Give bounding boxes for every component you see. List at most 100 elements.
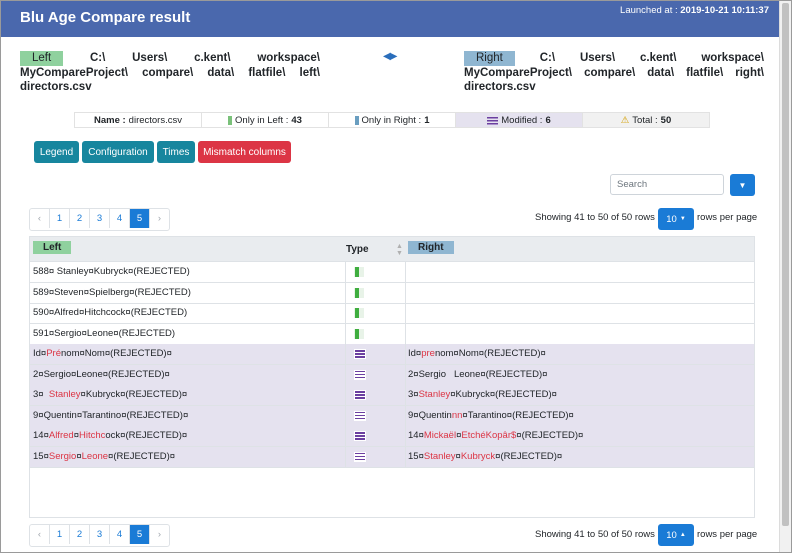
- cell-text: 3¤: [408, 389, 419, 400]
- diff-highlight: Stanley: [48, 389, 81, 400]
- table-row[interactable]: 3¤ Stanley¤Kubryck¤(REJECTED)¤ 3¤Stanley¤…: [30, 385, 754, 406]
- type-cell: [345, 262, 406, 282]
- summary-modified[interactable]: Modified : 6: [456, 113, 583, 127]
- rows-per-page-label-bottom: rows per page: [697, 529, 758, 540]
- page-button[interactable]: 4: [110, 209, 130, 228]
- page-button[interactable]: 1: [50, 525, 70, 544]
- only-right-value: 1: [424, 114, 430, 126]
- rows-per-page-select-bottom[interactable]: 10 ▲: [658, 524, 694, 546]
- right-cell: 14¤Mickaël¤EtchéKopâr$¤(REJECTED)¤: [408, 426, 583, 446]
- right-file-info: Right C:\ Users\ c.kent\ workspace\ MyCompa…: [464, 51, 764, 95]
- cell-text: ¤(REJECTED)¤: [516, 430, 584, 441]
- page-button[interactable]: 3: [90, 209, 110, 228]
- left-cell: 589¤Steven¤Spielberg¤(REJECTED): [33, 283, 191, 303]
- summary-only-right[interactable]: Only in Right : 1: [329, 113, 456, 127]
- summary-only-left[interactable]: Only in Left : 43: [202, 113, 329, 127]
- diff-navigation-arrows-icon[interactable]: ◀▶: [383, 51, 397, 62]
- only-left-icon: [354, 308, 364, 318]
- rows-per-page-value: 10: [666, 529, 677, 541]
- app-title: Blu Age Compare result: [20, 9, 191, 26]
- table-row[interactable]: 588¤ Stanley¤Kubryck¤(REJECTED): [30, 262, 754, 283]
- table-row[interactable]: 590¤Alfred¤Hitchcock¤(REJECTED): [30, 303, 754, 324]
- title-bar: Blu Age Compare result Launched at : 201…: [1, 1, 779, 37]
- right-path-line-1: Right C:\ Users\ c.kent\ workspace\: [464, 51, 764, 66]
- modified-icon: [354, 349, 366, 359]
- search-dropdown-button[interactable]: ▼: [730, 174, 755, 196]
- rows-per-page-value: 10: [666, 213, 677, 225]
- vertical-scrollbar[interactable]: [779, 1, 791, 552]
- cell-text: Id¤: [408, 348, 422, 359]
- page-next-button[interactable]: ›: [157, 213, 162, 224]
- times-button[interactable]: Times: [157, 141, 195, 163]
- page-button[interactable]: 5: [130, 209, 150, 228]
- type-cell: [345, 405, 406, 426]
- table-row[interactable]: 9¤Quentin¤Tarantino¤(REJECTED)¤ 9¤Quentin…: [30, 405, 754, 427]
- left-path-segment: workspace\: [257, 52, 320, 64]
- mismatch-columns-button[interactable]: Mismatch columns: [198, 141, 291, 163]
- configuration-button[interactable]: Configuration: [82, 141, 154, 163]
- modified-value: 6: [545, 114, 551, 126]
- table-row[interactable]: 14¤Alfred¤Hitchcock¤(REJECTED)¤ 14¤Mickaë…: [30, 426, 754, 447]
- page-next-button[interactable]: ›: [157, 529, 162, 540]
- header-right[interactable]: Right: [408, 241, 454, 254]
- launched-label: Launched at :: [620, 5, 681, 16]
- right-path-segment: compare\: [584, 66, 636, 79]
- table-row[interactable]: Id¤Prénom¤Nom¤(REJECTED)¤ Id¤prenom¤Nom¤(…: [30, 344, 754, 365]
- left-cell: 9¤Quentin¤Tarantino¤(REJECTED)¤: [33, 406, 188, 426]
- left-cell: 588¤ Stanley¤Kubryck¤(REJECTED): [33, 262, 190, 282]
- cell-text: 590¤Alfred¤Hitchcock¤(REJECTED): [33, 307, 188, 318]
- only-left-value: 43: [291, 114, 302, 126]
- page-button[interactable]: 4: [110, 525, 130, 544]
- modified-icon: [354, 451, 366, 462]
- right-cell: 3¤Stanley¤Kubryck¤(REJECTED)¤: [408, 385, 557, 405]
- page-prev-button[interactable]: ‹: [30, 525, 50, 544]
- right-path-line-2: MyCompareProject\ compare\ data\ flatfile\ r…: [464, 66, 764, 81]
- page-prev-button[interactable]: ‹: [30, 209, 50, 228]
- rows-per-page-select-top[interactable]: 10 ▼: [658, 208, 694, 230]
- type-cell: [345, 323, 406, 344]
- diff-highlight: Stanley: [423, 450, 456, 462]
- rows-per-page-label-top: rows per page: [697, 212, 758, 223]
- table-row[interactable]: 589¤Steven¤Spielberg¤(REJECTED): [30, 282, 754, 304]
- right-path-segment: MyCompareProject\: [464, 66, 573, 79]
- right-path-segment: Users\: [579, 52, 616, 64]
- table-row[interactable]: 591¤Sergio¤Leone¤(REJECTED): [30, 323, 754, 345]
- header-left[interactable]: Left: [33, 241, 72, 254]
- page-button[interactable]: 2: [70, 525, 90, 544]
- left-file-tag: Left: [20, 51, 64, 66]
- cell-text: 9¤Quentin: [408, 409, 452, 421]
- right-cell: Id¤prenom¤Nom¤(REJECTED)¤: [408, 344, 546, 364]
- total-value: 50: [660, 114, 672, 126]
- diff-highlight: Pré: [46, 348, 62, 359]
- summary-name-value: directors.csv: [128, 114, 182, 126]
- page-button[interactable]: 2: [70, 209, 90, 228]
- left-path-segment: Users\: [132, 52, 168, 64]
- left-cell: Id¤Prénom¤Nom¤(REJECTED)¤: [33, 344, 172, 364]
- header-type[interactable]: Type: [346, 244, 369, 255]
- scrollbar-thumb[interactable]: [782, 3, 789, 526]
- table-row[interactable]: 2¤Sergio¤Leone¤(REJECTED)¤ 2¤Sergio Leone…: [30, 364, 754, 386]
- page-button[interactable]: 1: [50, 209, 70, 228]
- only-left-icon: [354, 328, 364, 339]
- right-filename: directors.csv: [464, 81, 536, 93]
- caret-down-icon: ▼: [738, 180, 747, 190]
- cell-text: 2¤Sergio¤Leone¤(REJECTED)¤: [33, 368, 170, 380]
- caret-up-icon: ▲: [679, 532, 686, 538]
- page-button[interactable]: 5: [130, 525, 150, 544]
- only-left-icon: [354, 287, 364, 298]
- cell-text: 14¤: [33, 430, 49, 441]
- cell-text: 591¤Sergio¤Leone¤(REJECTED): [33, 327, 176, 339]
- diff-highlight: Kubryck: [460, 450, 496, 462]
- left-path-segment: C:\: [89, 52, 106, 64]
- right-cell: 9¤Quentinnn¤Tarantino¤(REJECTED)¤: [408, 406, 574, 426]
- legend-button[interactable]: Legend: [34, 141, 79, 163]
- sort-icon[interactable]: ▲ ▼: [396, 243, 403, 257]
- type-cell: [345, 446, 406, 467]
- search-input[interactable]: Search: [610, 174, 724, 195]
- left-cell: 591¤Sergio¤Leone¤(REJECTED): [33, 324, 175, 344]
- type-cell: [345, 282, 406, 303]
- page-button[interactable]: 3: [90, 525, 110, 544]
- right-path-segment: workspace\: [701, 52, 764, 64]
- table-row[interactable]: 15¤Sergio¤Leone¤(REJECTED)¤ 15¤Stanley¤Ku…: [30, 446, 754, 468]
- cell-text: ¤: [73, 430, 79, 441]
